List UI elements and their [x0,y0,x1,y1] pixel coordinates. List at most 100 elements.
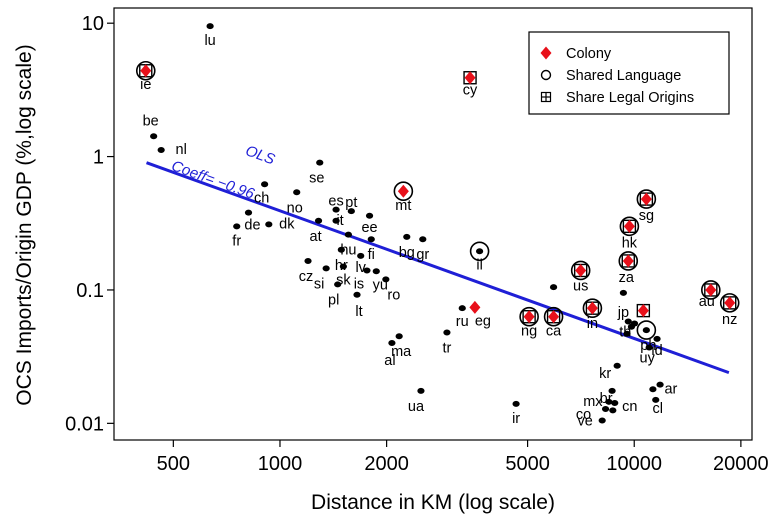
point-label: sg [639,208,654,224]
point-label: jp [617,305,629,321]
data-point: lv [355,252,367,276]
point-marker [649,386,657,393]
colony-diamond [724,296,736,310]
data-point: mx [583,394,613,410]
colony-diamond [705,283,717,297]
data-point: si [314,265,330,292]
colony-diamond [575,263,587,277]
point-label: si [314,276,324,292]
data-point: ch [254,181,269,206]
data-point: kr [599,362,621,382]
point-label: se [309,171,324,187]
data-point [609,407,617,414]
data-point: co [576,406,610,423]
data-point: no [287,189,303,216]
point-marker [419,236,427,243]
point-marker [334,281,342,288]
data-point: pl [328,281,342,308]
point-label: gr [416,247,429,263]
point-marker [344,231,352,238]
point-marker [613,362,621,369]
point-label: be [143,113,159,129]
data-points: ielubenlchnosedefrdkatesptiteehuficzsihr… [135,23,740,430]
point-marker [339,263,347,270]
x-tick-label: 20000 [713,453,769,475]
point-label: at [310,229,322,245]
point-label: pl [328,292,339,308]
colony-diamond [464,71,476,85]
shared-language-circle [636,320,657,340]
point-label: mt [395,198,411,214]
point-marker [363,267,371,274]
ols-coefficient: Coeff= −0.96 [169,157,257,203]
point-marker [244,209,253,216]
point-label: kr [599,366,611,382]
data-point: mt [393,181,414,214]
data-point: cz [299,257,314,285]
point-marker [624,318,632,325]
point-label: cy [463,83,478,99]
point-label: ca [546,324,562,340]
point-marker [157,147,165,154]
data-point: bg [399,233,415,261]
point-label: ng [521,324,537,340]
point-label: cz [299,269,314,285]
data-point: tr [443,329,452,356]
legend-box [528,31,730,115]
colony-diamond [140,64,152,78]
data-point: ng [519,306,539,340]
ols-label: OLS [243,142,277,168]
data-point: th [619,318,632,341]
point-label: ua [408,399,425,415]
data-point: ie [135,60,156,93]
point-label: bg [399,245,415,261]
shared-language-circle [701,280,721,300]
shared-language-circle [393,181,414,202]
point-label: fi [368,247,375,263]
point-marker [549,284,558,291]
legend-label: Shared Language [566,68,681,84]
data-point: pt [345,195,357,215]
colony-diamond [469,300,481,314]
colony-diamond [640,192,652,206]
data-point [623,330,631,337]
point-label: pt [345,195,357,211]
data-point: lu [204,23,216,49]
point-marker [598,417,606,424]
point-marker [293,189,301,196]
legend: Colony Shared Language Share Legal Origins [528,31,730,115]
x-axis-title: Distance in KM (log scale) [311,491,555,514]
point-label: eg [475,313,491,329]
y-axis-title: OCS Imports/Origin GDP (%,log scale) [13,44,36,405]
point-marker [475,248,484,255]
shared-language-circle [135,60,156,81]
data-point: se [309,159,324,187]
data-point: ca [543,306,564,340]
data-point: ro [382,276,400,303]
y-tick-label: 0.01 [65,413,104,435]
point-marker [316,159,324,166]
point-label: au [699,294,715,310]
data-point: es [328,194,344,213]
data-point: is [354,267,371,292]
shared-language-circle [619,216,640,237]
point-label: nz [722,312,737,328]
point-marker [382,276,390,283]
point-label: co [576,407,591,423]
point-marker [458,305,466,312]
data-point: dk [265,216,295,232]
point-marker [365,212,374,219]
point-marker [332,206,340,213]
point-label: no [287,200,303,216]
y-tick-label: 1 [93,147,104,169]
point-label: mx [583,394,603,410]
data-point: al [384,340,396,369]
point-label: uy [640,351,656,367]
point-label: ro [387,287,400,303]
point-marker [353,291,361,298]
point-marker [630,320,639,327]
point-label: dk [279,216,295,232]
colony-diamond [623,219,635,233]
data-point: us [570,260,591,294]
